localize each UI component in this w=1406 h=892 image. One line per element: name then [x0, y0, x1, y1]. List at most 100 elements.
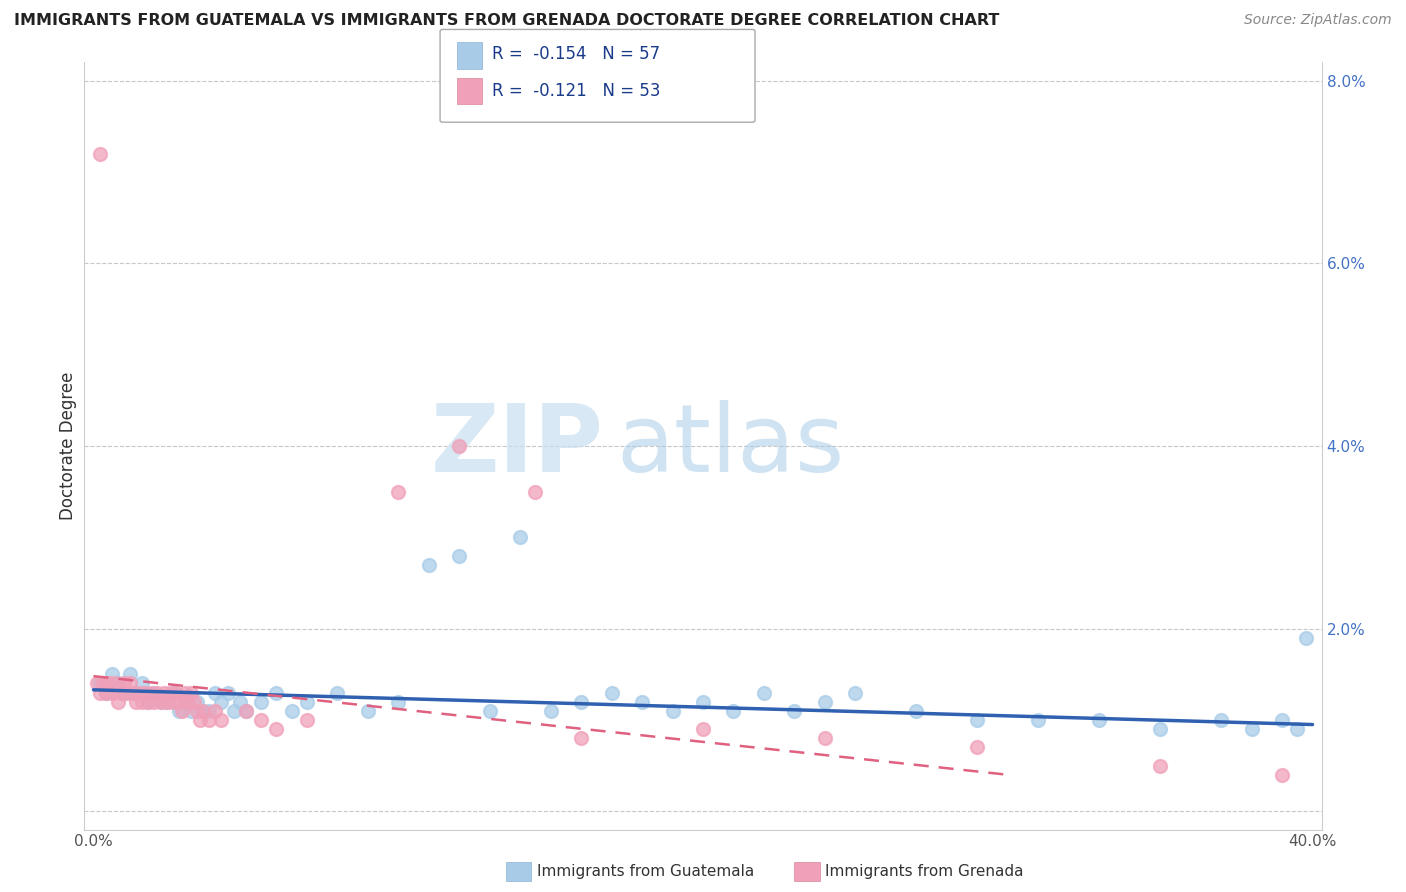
Point	[357, 704, 380, 718]
Point	[1286, 722, 1309, 736]
Point	[569, 731, 592, 746]
Point	[180, 704, 202, 718]
Point	[692, 722, 714, 736]
Point	[165, 685, 187, 699]
Point	[1295, 631, 1317, 645]
Point	[183, 695, 205, 709]
Point	[152, 685, 174, 699]
Point	[125, 695, 148, 709]
Point	[156, 695, 179, 709]
Text: IMMIGRANTS FROM GUATEMALA VS IMMIGRANTS FROM GRENADA DOCTORATE DEGREE CORRELATIO: IMMIGRANTS FROM GUATEMALA VS IMMIGRANTS …	[14, 13, 1000, 29]
Point	[107, 695, 129, 709]
Point	[966, 713, 988, 727]
Point	[204, 685, 226, 699]
Point	[661, 704, 683, 718]
Point	[600, 685, 623, 699]
Point	[138, 695, 160, 709]
Point	[217, 685, 239, 699]
Point	[250, 695, 273, 709]
Point	[177, 695, 200, 709]
Point	[149, 695, 172, 709]
Point	[266, 722, 288, 736]
Point	[86, 676, 108, 690]
Point	[540, 704, 562, 718]
Point	[418, 558, 440, 572]
Point	[193, 704, 215, 718]
Point	[138, 695, 160, 709]
Point	[1149, 758, 1171, 772]
Point	[235, 704, 257, 718]
Point	[295, 713, 318, 727]
Point	[844, 685, 866, 699]
Point	[204, 704, 226, 718]
Point	[966, 740, 988, 755]
Point	[1026, 713, 1049, 727]
Text: Immigrants from Guatemala: Immigrants from Guatemala	[537, 864, 755, 879]
Point	[107, 676, 129, 690]
Point	[1149, 722, 1171, 736]
Point	[631, 695, 654, 709]
Point	[569, 695, 592, 709]
Point	[295, 695, 318, 709]
Point	[266, 685, 288, 699]
Point	[723, 704, 745, 718]
Point	[229, 695, 252, 709]
Point	[89, 676, 111, 690]
Point	[170, 704, 193, 718]
Point	[91, 676, 114, 690]
Point	[186, 695, 208, 709]
Point	[167, 704, 190, 718]
Point	[211, 713, 233, 727]
Point	[167, 695, 190, 709]
Point	[222, 704, 245, 718]
Point	[692, 695, 714, 709]
Point	[149, 695, 172, 709]
Point	[752, 685, 775, 699]
Point	[101, 685, 124, 699]
Point	[174, 685, 197, 699]
Point	[101, 667, 124, 681]
Point	[159, 685, 181, 699]
Text: R =  -0.121   N = 53: R = -0.121 N = 53	[492, 82, 661, 100]
Point	[94, 685, 117, 699]
Point	[387, 695, 409, 709]
Point	[180, 685, 202, 699]
Point	[120, 676, 142, 690]
Y-axis label: Doctorate Degree: Doctorate Degree	[59, 372, 77, 520]
Point	[162, 695, 184, 709]
Point	[449, 439, 471, 453]
Point	[141, 685, 163, 699]
Point	[1088, 713, 1111, 727]
Point	[449, 549, 471, 563]
Point	[198, 704, 221, 718]
Text: ZIP: ZIP	[432, 400, 605, 492]
Point	[115, 685, 138, 699]
Point	[125, 685, 148, 699]
Point	[814, 731, 837, 746]
Point	[146, 685, 169, 699]
Point	[211, 695, 233, 709]
Text: Source: ZipAtlas.com: Source: ZipAtlas.com	[1244, 13, 1392, 28]
Point	[1240, 722, 1263, 736]
Point	[112, 676, 135, 690]
Point	[524, 484, 547, 499]
Point	[110, 685, 132, 699]
Text: atlas: atlas	[616, 400, 845, 492]
Point	[478, 704, 501, 718]
Point	[143, 685, 166, 699]
Point	[814, 695, 837, 709]
Point	[188, 713, 211, 727]
Point	[89, 685, 111, 699]
Point	[326, 685, 349, 699]
Point	[120, 667, 142, 681]
Point	[94, 685, 117, 699]
Text: R =  -0.154   N = 57: R = -0.154 N = 57	[492, 45, 661, 62]
Point	[104, 676, 127, 690]
Point	[156, 695, 179, 709]
Point	[509, 530, 531, 544]
Point	[131, 676, 153, 690]
Point	[174, 695, 197, 709]
Point	[186, 704, 208, 718]
Point	[162, 685, 184, 699]
Point	[280, 704, 302, 718]
